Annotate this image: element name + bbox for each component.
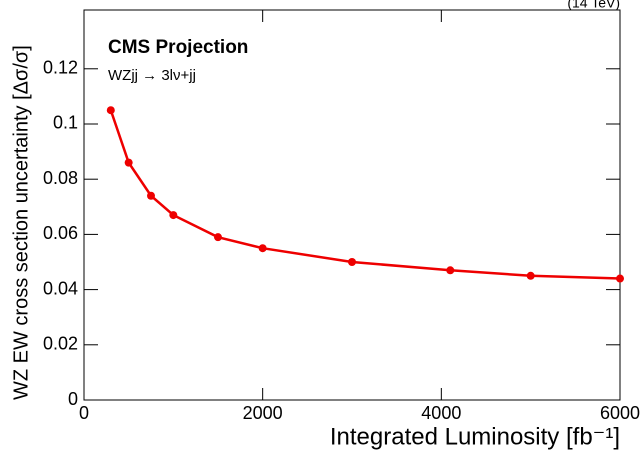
x-tick-label: 4000 bbox=[421, 403, 461, 423]
data-point bbox=[169, 211, 178, 220]
data-point bbox=[106, 106, 115, 115]
y-tick-label: 0.08 bbox=[43, 168, 78, 188]
plot-frame bbox=[83, 9, 621, 401]
y-tick-label: 0.1 bbox=[53, 113, 78, 133]
y-tick-label: 0.02 bbox=[43, 334, 78, 354]
data-point bbox=[526, 271, 535, 280]
chart-title: CMS Projection bbox=[108, 37, 248, 58]
data-point bbox=[124, 158, 133, 167]
data-point bbox=[446, 266, 455, 275]
x-axis-label: Integrated Luminosity [fb⁻¹] bbox=[330, 423, 620, 450]
y-axis-label: WZ EW cross section uncertainty [Δσ/σ] bbox=[10, 45, 32, 400]
y-tick-label: 0.12 bbox=[43, 58, 78, 78]
y-tick-label: 0 bbox=[68, 389, 78, 409]
x-tick-label: 6000 bbox=[600, 403, 640, 423]
data-point bbox=[214, 233, 222, 242]
data-point bbox=[348, 257, 356, 266]
data-point bbox=[258, 244, 267, 253]
chart-subtitle: WZjj → 3lν+jj bbox=[108, 67, 196, 84]
data-point bbox=[147, 191, 155, 200]
data-point bbox=[616, 274, 624, 283]
x-tick-label: 0 bbox=[79, 403, 89, 423]
data-line bbox=[109, 109, 621, 280]
y-tick-label: 0.04 bbox=[43, 278, 78, 298]
x-tick-label: 2000 bbox=[243, 403, 283, 423]
y-tick-label: 0.06 bbox=[43, 223, 78, 243]
energy-label: (14 TeV) bbox=[567, 0, 620, 11]
